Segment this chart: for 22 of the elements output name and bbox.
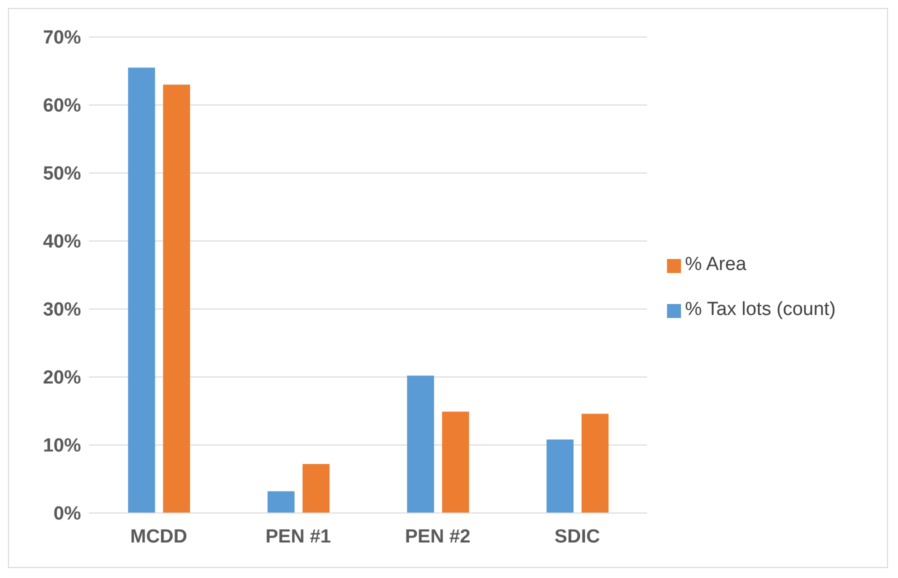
x-tick-label: PEN #2	[405, 526, 470, 548]
bar	[128, 68, 156, 513]
y-tick-label: 50%	[42, 164, 82, 185]
bar	[302, 464, 330, 513]
legend-label: % Tax lots (count)	[685, 299, 836, 320]
x-tick-label: MCDD	[130, 526, 188, 548]
bar	[268, 491, 295, 513]
bar	[163, 84, 190, 513]
bar	[407, 376, 434, 513]
y-tick-label: 70%	[42, 28, 82, 49]
y-tick-label: 60%	[42, 96, 82, 117]
bar	[546, 440, 574, 513]
y-tick-label: 20%	[42, 368, 82, 389]
y-tick-label: 40%	[42, 232, 82, 253]
x-tick-label: PEN #1	[266, 526, 332, 548]
bar	[582, 414, 609, 513]
legend-label: % Area	[685, 254, 746, 275]
x-tick-label: SDIC	[554, 526, 600, 548]
y-tick-label: 30%	[42, 300, 82, 321]
bar	[442, 412, 470, 513]
y-tick-label: 0%	[54, 504, 82, 525]
y-tick-label: 10%	[42, 436, 82, 457]
